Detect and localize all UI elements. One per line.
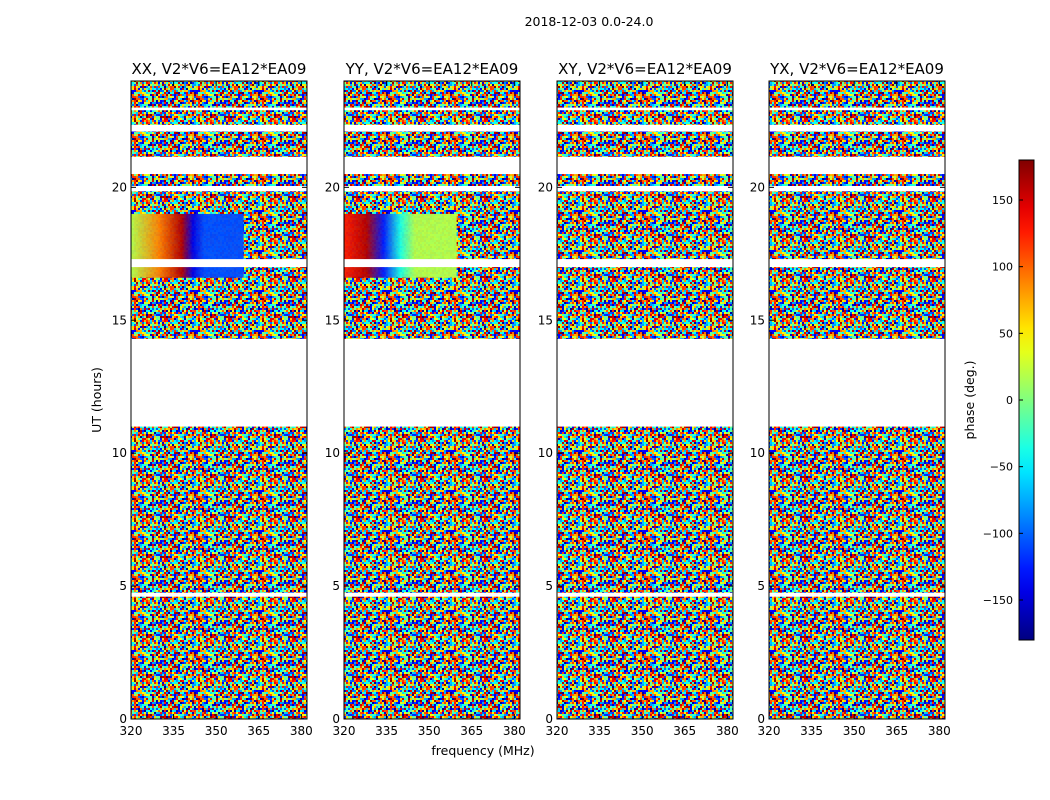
y-tick-label: 0: [545, 712, 553, 726]
y-tick-label: 15: [325, 313, 340, 327]
y-tick-label: 5: [119, 579, 127, 593]
colorbar-tick-label: 50: [999, 327, 1013, 340]
y-tick-label: 20: [750, 180, 765, 194]
panel-title: YY, V2*V6=EA12*EA09: [345, 60, 519, 78]
x-tick-label: 350: [843, 724, 866, 738]
panels-group: XX, V2*V6=EA12*EA09 320 335 350 365 380 0 5 10 15…: [112, 60, 951, 738]
y-tick-label: 10: [112, 446, 127, 460]
x-tick-label: 380: [503, 724, 526, 738]
y-tick-label: 20: [538, 180, 553, 194]
flagged-gap: [344, 186, 520, 192]
colorbar-tick-label: 150: [992, 194, 1013, 207]
flagged-gap: [344, 156, 520, 175]
flagged-gap: [769, 338, 945, 427]
axes-frame: [768, 80, 946, 720]
flagged-gap: [131, 156, 307, 175]
axes-frame: [556, 80, 734, 720]
y-tick-label: 0: [119, 712, 127, 726]
colorbar-tick-label: 0: [1006, 394, 1013, 407]
x-tick-label: 335: [800, 724, 823, 738]
colorbar-tick-label: 100: [992, 261, 1013, 274]
flagged-gap: [131, 107, 307, 111]
x-axis-label: frequency (MHz): [431, 743, 534, 758]
flagged-gap: [557, 186, 733, 192]
panel-2: YY, V2*V6=EA12*EA09 320 335 350 365 380 0 5 10 15…: [325, 60, 526, 738]
flagged-gap: [769, 107, 945, 111]
y-tick-label: 0: [757, 712, 765, 726]
panel-title: XY, V2*V6=EA12*EA09: [558, 60, 732, 78]
y-tick-label: 10: [325, 446, 340, 460]
flagged-gap: [131, 592, 307, 597]
flagged-gap: [131, 124, 307, 132]
coherent-phase-band: [131, 213, 244, 278]
flagged-gap: [557, 124, 733, 132]
flagged-gap: [131, 338, 307, 427]
colorbar-tick-label: −50: [990, 461, 1013, 474]
figure-suptitle: 2018-12-03 0.0-24.0: [525, 14, 654, 29]
flagged-gap: [344, 124, 520, 132]
colorbar: 150 100 50 0 −50 −100 −150: [983, 159, 1035, 641]
flagged-gap: [557, 259, 733, 268]
x-tick-label: 380: [290, 724, 313, 738]
axes-frame: [343, 80, 521, 720]
flagged-gap: [557, 338, 733, 427]
y-tick-label: 15: [750, 313, 765, 327]
x-tick-label: 365: [885, 724, 908, 738]
y-tick-label: 15: [538, 313, 553, 327]
flagged-gap: [769, 592, 945, 597]
flagged-gap: [557, 592, 733, 597]
x-tick-label: 320: [758, 724, 781, 738]
flagged-gap: [769, 259, 945, 268]
flagged-gap: [557, 156, 733, 175]
y-tick-label: 20: [325, 180, 340, 194]
panel-1: XX, V2*V6=EA12*EA09 320 335 350 365 380 0 5 10 15…: [112, 60, 313, 738]
x-tick-label: 350: [205, 724, 228, 738]
flagged-gap: [769, 186, 945, 192]
axes-frame: [130, 80, 308, 720]
x-tick-label: 350: [631, 724, 654, 738]
flagged-gap: [769, 124, 945, 132]
flagged-gap: [344, 592, 520, 597]
y-tick-label: 10: [750, 446, 765, 460]
colorbar-tick-label: −100: [983, 527, 1013, 540]
x-tick-label: 320: [546, 724, 569, 738]
flagged-gap: [131, 259, 307, 268]
flagged-gap: [344, 338, 520, 427]
panel-title: YX, V2*V6=EA12*EA09: [769, 60, 944, 78]
colorbar-label: phase (deg.): [962, 361, 977, 440]
y-tick-label: 15: [112, 313, 127, 327]
x-tick-label: 380: [716, 724, 739, 738]
x-tick-label: 365: [673, 724, 696, 738]
y-tick-label: 5: [757, 579, 765, 593]
x-tick-label: 350: [418, 724, 441, 738]
y-axis-label: UT (hours): [89, 367, 104, 433]
x-tick-label: 380: [928, 724, 951, 738]
colorbar-tick-label: −150: [983, 594, 1013, 607]
y-tick-label: 5: [332, 579, 340, 593]
x-tick-label: 365: [247, 724, 270, 738]
panel-4: YX, V2*V6=EA12*EA09 320 335 350 365 380 0 5 10 15…: [750, 60, 951, 738]
y-tick-label: 20: [112, 180, 127, 194]
flagged-gap: [131, 186, 307, 192]
x-tick-label: 320: [120, 724, 143, 738]
y-tick-label: 10: [538, 446, 553, 460]
flagged-gap: [557, 107, 733, 111]
flagged-gap: [344, 259, 520, 268]
x-tick-label: 335: [162, 724, 185, 738]
flagged-gap: [344, 107, 520, 111]
y-tick-label: 0: [332, 712, 340, 726]
panel-title: XX, V2*V6=EA12*EA09: [132, 60, 307, 78]
x-tick-label: 320: [333, 724, 356, 738]
flagged-gap: [769, 156, 945, 175]
x-tick-label: 335: [375, 724, 398, 738]
x-tick-label: 335: [588, 724, 611, 738]
y-tick-label: 5: [545, 579, 553, 593]
coherent-phase-band: [344, 213, 457, 278]
x-tick-label: 365: [460, 724, 483, 738]
panel-3: XY, V2*V6=EA12*EA09 320 335 350 365 380 0 5 10 15…: [538, 60, 739, 738]
